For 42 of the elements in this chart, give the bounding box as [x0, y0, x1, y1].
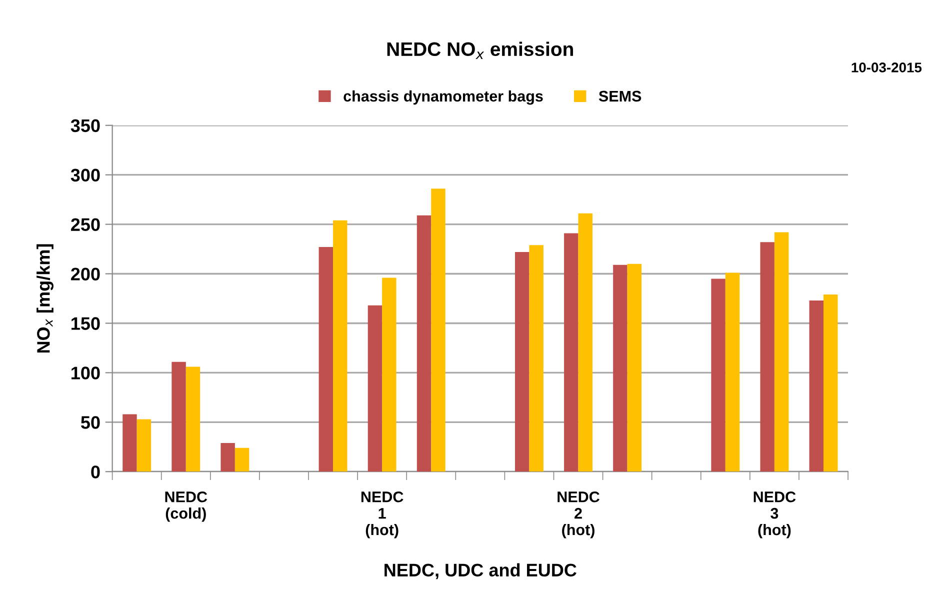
bar: [529, 245, 544, 472]
bar: [809, 300, 824, 472]
y-tick-label: 300: [70, 168, 100, 182]
x-tick-label: NEDC 2 (hot): [558, 491, 600, 538]
bar: [382, 278, 396, 472]
x-tick-label: NEDC 1 (hot): [361, 491, 404, 538]
y-tick-label: 150: [72, 317, 100, 330]
bar: [416, 215, 432, 472]
x-tick-label: NEDC (cold): [165, 491, 208, 522]
x-axis-title: NEDC, UDC and EUDC: [384, 563, 576, 580]
bar: [186, 366, 200, 472]
legend-label: SEMS: [598, 90, 642, 102]
bar: [725, 272, 740, 472]
legend-label: chassis dynamometer bags: [344, 90, 543, 105]
y-tick-label: 200: [71, 268, 100, 280]
bar: [514, 252, 530, 472]
y-tick-label: 50: [80, 416, 100, 429]
bar: [122, 414, 137, 472]
bar: [578, 213, 592, 472]
bar: [431, 188, 446, 472]
bar: [627, 264, 642, 472]
bar: [760, 242, 774, 472]
y-tick-label: 250: [71, 218, 100, 232]
chart-title: NEDC NO$_{x}$ emission: [387, 42, 573, 60]
y-axis-title: NO$_{x}$ [mg/km]: [36, 244, 54, 353]
y-tick-label: 100: [72, 366, 100, 380]
bar: [613, 264, 628, 472]
bar: [711, 278, 726, 472]
bar: [318, 247, 334, 472]
bar: [172, 362, 186, 472]
bar: [333, 220, 348, 472]
bar: [368, 305, 382, 472]
bar: [823, 294, 838, 472]
text: 10-03-2015: [852, 62, 922, 72]
y-tick-label: 350: [70, 119, 100, 132]
bar: [136, 419, 152, 472]
y-tick-label: 0: [91, 466, 100, 478]
bar: [234, 448, 250, 472]
bar: [220, 442, 235, 472]
bar: [564, 233, 578, 472]
x-tick-label: NEDC 3 (hot): [754, 491, 796, 538]
bar: [774, 232, 789, 472]
